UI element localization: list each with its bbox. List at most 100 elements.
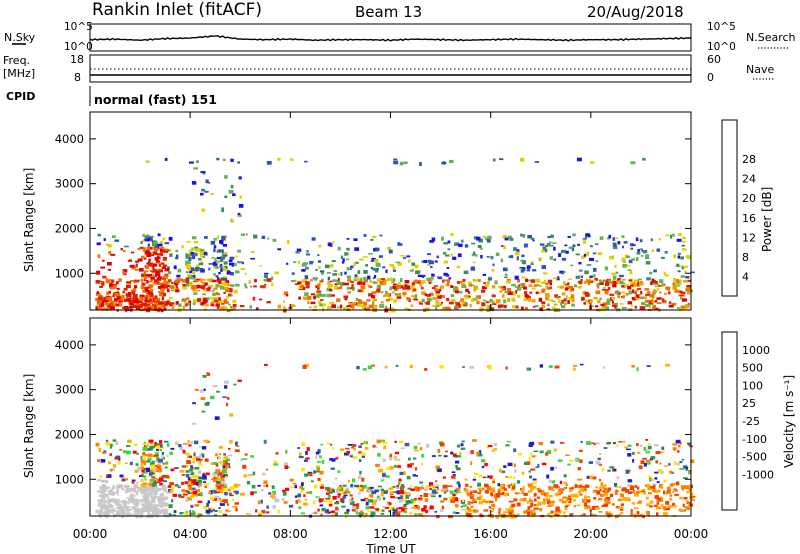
range-time-cell — [193, 292, 198, 295]
range-time-cell — [141, 457, 146, 460]
range-time-cell — [192, 513, 196, 515]
range-time-cell — [450, 253, 453, 257]
range-time-cell — [552, 300, 556, 303]
range-time-cell — [645, 459, 651, 463]
range-time-cell — [568, 495, 572, 498]
range-time-cell — [104, 510, 108, 515]
range-time-cell — [139, 475, 144, 477]
range-time-cell — [108, 500, 112, 502]
range-time-cell — [226, 271, 231, 275]
range-time-cell — [224, 307, 228, 311]
range-time-cell — [603, 487, 608, 491]
range-time-cell — [110, 285, 115, 290]
frequency-panel: Freq. [MHz] 18 8 60 0 Nave — [3, 53, 775, 84]
range-time-cell — [550, 440, 555, 444]
range-time-cell — [589, 245, 593, 248]
range-time-cell — [608, 281, 614, 284]
range-time-cell — [160, 246, 165, 249]
range-time-cell — [153, 510, 159, 514]
range-time-cell — [260, 499, 263, 504]
range-time-cell — [665, 286, 671, 291]
range-time-cell — [358, 451, 362, 454]
range-time-cell — [214, 416, 220, 420]
range-time-cell — [630, 284, 634, 287]
range-time-cell — [372, 281, 376, 284]
range-time-cell — [615, 237, 619, 240]
range-time-cell — [580, 514, 584, 516]
range-time-cell — [365, 498, 369, 500]
range-time-cell — [215, 491, 220, 494]
range-time-cell — [143, 492, 147, 495]
range-time-cell — [578, 449, 583, 452]
range-time-cell — [581, 296, 584, 301]
range-time-cell — [602, 305, 607, 309]
range-time-cell — [187, 273, 192, 277]
range-time-cell — [667, 486, 671, 490]
range-time-cell — [311, 237, 316, 241]
range-time-cell — [206, 513, 210, 515]
range-time-cell — [436, 255, 440, 259]
range-time-cell — [242, 464, 247, 469]
range-time-cell — [486, 490, 489, 494]
range-time-cell — [321, 278, 324, 282]
range-time-cell — [423, 505, 427, 509]
range-time-cell — [557, 252, 562, 255]
range-time-cell — [471, 266, 475, 269]
range-time-cell — [219, 300, 224, 304]
range-time-cell — [218, 446, 224, 449]
range-time-cell — [215, 497, 220, 501]
range-time-cell — [204, 289, 207, 292]
range-time-cell — [382, 505, 385, 508]
range-time-cell — [200, 302, 204, 306]
range-time-cell — [206, 502, 209, 507]
range-time-cell — [605, 497, 611, 501]
range-time-cell — [476, 288, 479, 290]
range-time-cell — [244, 283, 247, 287]
range-time-cell — [677, 270, 681, 273]
range-time-cell — [346, 491, 351, 494]
range-time-cell — [146, 460, 151, 463]
range-time-cell — [618, 441, 623, 443]
range-time-cell — [319, 470, 324, 475]
range-time-cell — [210, 496, 215, 501]
range-time-cell — [470, 494, 475, 497]
range-time-cell — [363, 301, 367, 306]
range-time-cell — [147, 243, 150, 247]
range-time-cell — [363, 484, 367, 489]
range-time-cell — [302, 502, 308, 506]
range-time-cell — [160, 504, 165, 507]
range-time-cell — [148, 506, 154, 509]
range-time-cell — [145, 238, 150, 242]
range-time-cell — [624, 284, 629, 287]
range-time-cell — [503, 299, 507, 304]
range-time-cell — [679, 441, 682, 445]
range-time-cell — [429, 292, 434, 296]
range-time-cell — [584, 495, 587, 500]
range-time-cell — [531, 299, 536, 303]
range-time-cell — [501, 245, 504, 247]
range-time-cell — [143, 441, 146, 444]
range-time-cell — [282, 306, 286, 310]
range-time-cell — [605, 511, 608, 516]
range-time-cell — [137, 258, 143, 262]
range-time-cell — [645, 299, 650, 303]
range-time-cell — [355, 261, 359, 264]
range-time-cell — [615, 489, 618, 493]
range-time-cell — [289, 478, 294, 482]
nsky-series-line — [89, 34, 692, 42]
range-time-cell — [144, 501, 147, 505]
range-time-cell — [451, 471, 456, 473]
range-time-cell — [398, 506, 403, 510]
range-time-cell — [599, 282, 604, 285]
range-time-cell — [612, 280, 618, 284]
range-time-cell — [129, 487, 133, 490]
range-time-cell — [153, 252, 158, 255]
range-time-cell — [385, 475, 390, 478]
range-time-cell — [200, 269, 204, 272]
range-time-cell — [149, 237, 152, 239]
range-time-cell — [106, 511, 109, 516]
range-time-cell — [157, 273, 161, 277]
range-time-cell — [193, 285, 198, 289]
range-time-cell — [109, 283, 113, 287]
